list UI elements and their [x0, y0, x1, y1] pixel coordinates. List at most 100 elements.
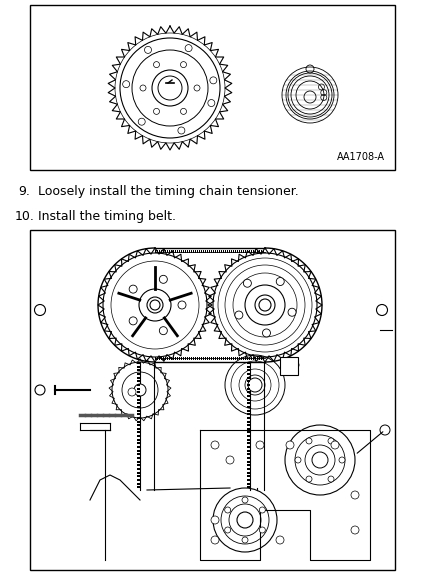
Bar: [30, 5, 395, 170]
Bar: [223, 357, 224, 360]
Bar: [247, 373, 250, 375]
Bar: [195, 250, 196, 253]
Bar: [247, 476, 250, 477]
Bar: [225, 357, 226, 360]
Bar: [247, 446, 250, 448]
Bar: [137, 373, 140, 375]
Bar: [261, 250, 262, 253]
Bar: [253, 250, 254, 253]
Bar: [173, 250, 174, 253]
Circle shape: [306, 438, 312, 444]
Bar: [209, 357, 210, 360]
Bar: [257, 357, 258, 360]
Bar: [137, 486, 140, 488]
Circle shape: [237, 512, 253, 528]
Bar: [159, 357, 160, 360]
Bar: [219, 357, 220, 360]
Bar: [183, 357, 184, 360]
Bar: [171, 357, 172, 360]
Bar: [247, 362, 250, 364]
Bar: [137, 395, 140, 397]
Bar: [183, 250, 184, 253]
Bar: [235, 250, 236, 253]
Circle shape: [351, 526, 359, 534]
Circle shape: [159, 275, 168, 283]
Circle shape: [288, 308, 296, 316]
Bar: [247, 479, 250, 481]
Circle shape: [339, 457, 345, 463]
Bar: [247, 370, 250, 371]
Circle shape: [276, 277, 284, 285]
Circle shape: [328, 438, 334, 444]
Bar: [175, 357, 176, 360]
Bar: [187, 250, 188, 253]
Bar: [261, 357, 262, 360]
Bar: [181, 250, 182, 253]
Bar: [247, 380, 250, 382]
Bar: [221, 250, 222, 253]
Bar: [243, 357, 244, 360]
Bar: [247, 391, 250, 393]
Bar: [247, 442, 250, 445]
Text: 9.: 9.: [18, 185, 30, 198]
Bar: [137, 384, 140, 386]
Bar: [191, 250, 192, 253]
Circle shape: [129, 285, 137, 293]
Bar: [201, 250, 202, 253]
Bar: [247, 435, 250, 437]
Bar: [249, 250, 250, 253]
Bar: [207, 357, 208, 360]
Bar: [259, 250, 260, 253]
Bar: [215, 250, 216, 253]
Bar: [137, 457, 140, 459]
Bar: [209, 250, 210, 253]
Bar: [137, 446, 140, 448]
Bar: [137, 417, 140, 419]
Bar: [187, 357, 188, 360]
Bar: [247, 402, 250, 404]
Bar: [225, 250, 226, 253]
Bar: [137, 402, 140, 404]
Circle shape: [276, 536, 284, 544]
Bar: [137, 410, 140, 411]
Bar: [207, 250, 208, 253]
Bar: [195, 357, 196, 360]
Circle shape: [262, 329, 270, 337]
Bar: [197, 250, 198, 253]
Text: Loosely install the timing chain tensioner.: Loosely install the timing chain tension…: [38, 185, 299, 198]
Text: Install the timing belt.: Install the timing belt.: [38, 210, 176, 223]
Bar: [177, 250, 178, 253]
Bar: [247, 413, 250, 415]
Circle shape: [286, 441, 294, 449]
Bar: [247, 486, 250, 488]
Bar: [193, 250, 194, 253]
Bar: [259, 357, 260, 360]
Bar: [137, 387, 140, 390]
Circle shape: [211, 516, 219, 524]
Bar: [247, 439, 250, 441]
Bar: [247, 468, 250, 470]
Bar: [137, 431, 140, 434]
Bar: [137, 476, 140, 477]
Bar: [137, 391, 140, 393]
Bar: [217, 357, 218, 360]
Bar: [247, 410, 250, 411]
Bar: [167, 250, 168, 253]
Bar: [247, 376, 250, 379]
Circle shape: [159, 327, 168, 335]
Circle shape: [235, 311, 243, 319]
Bar: [243, 250, 244, 253]
Bar: [247, 399, 250, 401]
Circle shape: [256, 441, 264, 449]
Bar: [191, 357, 192, 360]
Bar: [221, 357, 222, 360]
Circle shape: [178, 301, 186, 309]
Bar: [137, 453, 140, 456]
Bar: [199, 250, 200, 253]
Bar: [169, 250, 170, 253]
Bar: [137, 428, 140, 430]
Bar: [229, 250, 230, 253]
Circle shape: [242, 497, 248, 503]
Bar: [247, 250, 248, 253]
Circle shape: [128, 388, 136, 396]
